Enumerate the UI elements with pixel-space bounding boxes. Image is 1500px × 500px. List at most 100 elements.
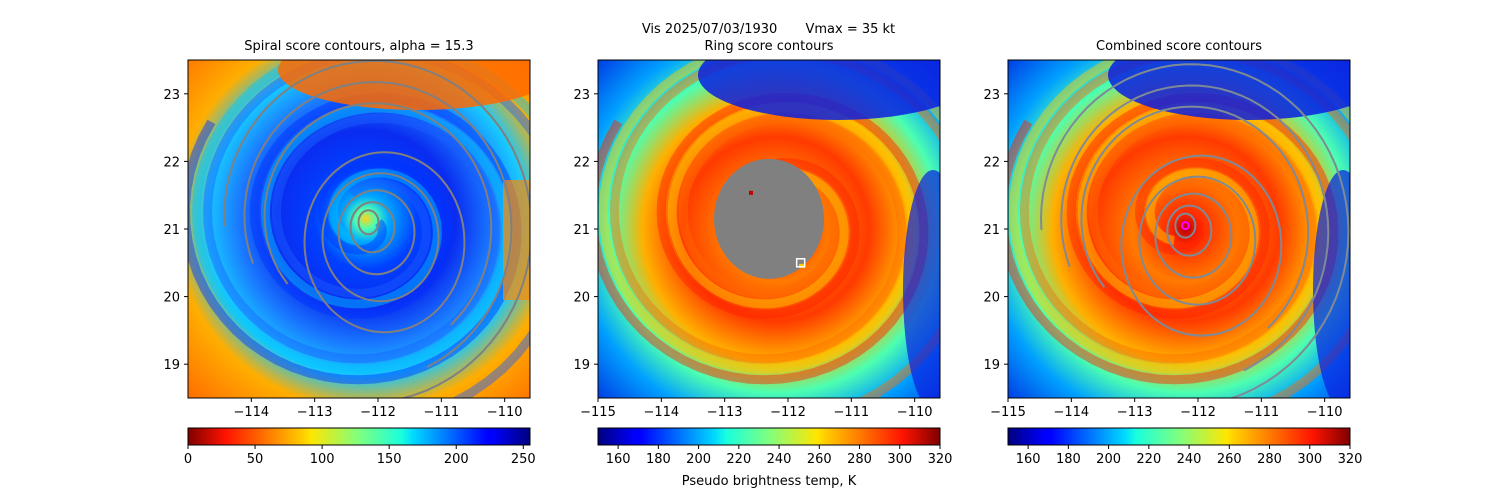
score-contour bbox=[321, 172, 440, 303]
colorbar-tick-label: 0 bbox=[184, 452, 192, 467]
x-tick-label: −114 bbox=[1053, 405, 1089, 420]
panel-1-image bbox=[188, 60, 530, 398]
y-tick-label: 21 bbox=[163, 223, 180, 238]
y-tick-label: 21 bbox=[983, 223, 1000, 238]
x-tick-label: −112 bbox=[770, 405, 806, 420]
suptitle-vmax: Vmax = 35 kt bbox=[805, 22, 896, 37]
score-contour bbox=[1154, 192, 1233, 279]
y-tick-label: 22 bbox=[573, 155, 590, 170]
colorbar bbox=[597, 427, 941, 446]
panel-2-title: Ring score contours bbox=[704, 39, 834, 54]
x-tick-label: −110 bbox=[1307, 405, 1343, 420]
colorbar-label: Pseudo brightness temp, K bbox=[682, 474, 857, 489]
y-tick-label: 21 bbox=[573, 223, 590, 238]
panel-1-title: Spiral score contours, alpha = 15.3 bbox=[244, 39, 474, 54]
x-tick-label: −115 bbox=[990, 405, 1026, 420]
suptitle-datetime: Vis 2025/07/03/1930 bbox=[641, 22, 778, 37]
colorbar-tick-label: 280 bbox=[847, 452, 872, 467]
y-tick-label: 19 bbox=[163, 358, 180, 373]
colorbar-tick-label: 240 bbox=[1177, 452, 1202, 467]
score-contour bbox=[349, 201, 396, 254]
colorbar-tick-label: 320 bbox=[928, 452, 953, 467]
score-contour-arc bbox=[223, 60, 530, 398]
x-tick-label: −112 bbox=[360, 405, 396, 420]
center-marker-circle bbox=[1180, 221, 1190, 231]
colorbar-tick-label: 280 bbox=[1257, 452, 1282, 467]
score-contour bbox=[1138, 175, 1257, 306]
x-tick-label: −113 bbox=[707, 405, 743, 420]
colorbar-tick-label: 260 bbox=[1217, 452, 1242, 467]
score-contour-arc bbox=[1080, 105, 1310, 329]
y-tick-label: 23 bbox=[163, 88, 180, 103]
colorbar-tick-label: 200 bbox=[444, 452, 469, 467]
colorbar-tick-label: 260 bbox=[807, 452, 832, 467]
panel-3-title: Combined score contours bbox=[1096, 39, 1262, 54]
x-tick-label: −110 bbox=[897, 405, 933, 420]
panel-2: −115 −114 −113 −112 −111 −110 19 20 21 22 23 160 180… bbox=[573, 59, 953, 489]
colorbar-tick-label: 220 bbox=[1136, 452, 1161, 467]
colorbar bbox=[187, 427, 531, 446]
ring-mask bbox=[714, 158, 824, 279]
x-tick-label: −111 bbox=[1243, 405, 1279, 420]
x-tick-label: −113 bbox=[1117, 405, 1153, 420]
x-tick-label: −111 bbox=[423, 405, 459, 420]
score-contour-arc bbox=[263, 102, 493, 326]
colorbar-tick-label: 100 bbox=[310, 452, 335, 467]
y-tick-label: 22 bbox=[163, 155, 180, 170]
warm-region bbox=[503, 180, 530, 300]
colorbar-tick-label: 240 bbox=[767, 452, 792, 467]
y-tick-label: 20 bbox=[983, 291, 1000, 306]
score-contour bbox=[357, 209, 380, 236]
panel-1: −114 −113 −112 −111 −110 19 20 21 22 23 0 50 100 150 2… bbox=[163, 59, 536, 467]
mask-speckle bbox=[749, 190, 753, 195]
score-contour bbox=[1166, 204, 1213, 257]
y-tick-label: 22 bbox=[983, 155, 1000, 170]
x-tick-label: −114 bbox=[643, 405, 679, 420]
colorbar-tick-label: 320 bbox=[1338, 452, 1363, 467]
score-contour bbox=[303, 151, 466, 334]
colorbar bbox=[1007, 427, 1351, 446]
colorbar-tick-label: 200 bbox=[1096, 452, 1121, 467]
warm-region bbox=[278, 60, 530, 110]
colorbar-tick-label: 150 bbox=[377, 452, 402, 467]
colorbar-tick-label: 160 bbox=[1016, 452, 1041, 467]
figure-suptitle: Vis 2025/07/03/1930 Vmax = 35 kt bbox=[0, 22, 1500, 37]
panel-3: −115 −114 −113 −112 −111 −110 19 20 21 22 23 160 180… bbox=[983, 59, 1363, 467]
score-contour bbox=[1174, 212, 1197, 239]
x-tick-label: −113 bbox=[297, 405, 333, 420]
cold-region bbox=[1313, 170, 1350, 398]
score-contour bbox=[337, 189, 416, 276]
cold-region bbox=[903, 170, 940, 398]
x-tick-label: −112 bbox=[1180, 405, 1216, 420]
x-tick-label: −115 bbox=[580, 405, 616, 420]
colorbar-tick-label: 250 bbox=[511, 452, 536, 467]
colorbar-tick-label: 300 bbox=[1297, 452, 1322, 467]
colorbar-tick-label: 220 bbox=[726, 452, 751, 467]
y-tick-label: 19 bbox=[573, 358, 590, 373]
colorbar-tick-label: 160 bbox=[606, 452, 631, 467]
colorbar-tick-label: 180 bbox=[646, 452, 671, 467]
score-contour-arc bbox=[243, 81, 513, 368]
panel-2-image bbox=[598, 60, 940, 398]
y-tick-label: 23 bbox=[573, 88, 590, 103]
y-tick-label: 19 bbox=[983, 358, 1000, 373]
center-marker-square bbox=[795, 258, 806, 268]
score-contour-arc bbox=[1060, 84, 1330, 372]
colorbar-tick-label: 50 bbox=[247, 452, 264, 467]
score-contour bbox=[1120, 154, 1283, 337]
x-tick-label: −110 bbox=[487, 405, 523, 420]
y-tick-label: 23 bbox=[983, 88, 1000, 103]
x-tick-label: −114 bbox=[233, 405, 269, 420]
y-tick-label: 20 bbox=[163, 291, 180, 306]
mask-speckle bbox=[799, 263, 804, 268]
colorbar-tick-label: 200 bbox=[686, 452, 711, 467]
colorbar-tick-label: 180 bbox=[1056, 452, 1081, 467]
cold-region bbox=[1108, 60, 1350, 120]
panel-3-image bbox=[1008, 60, 1350, 398]
cold-region bbox=[698, 60, 940, 120]
colorbar-tick-label: 300 bbox=[887, 452, 912, 467]
x-tick-label: −111 bbox=[833, 405, 869, 420]
spiral-band bbox=[1008, 92, 1339, 385]
y-tick-label: 20 bbox=[573, 291, 590, 306]
